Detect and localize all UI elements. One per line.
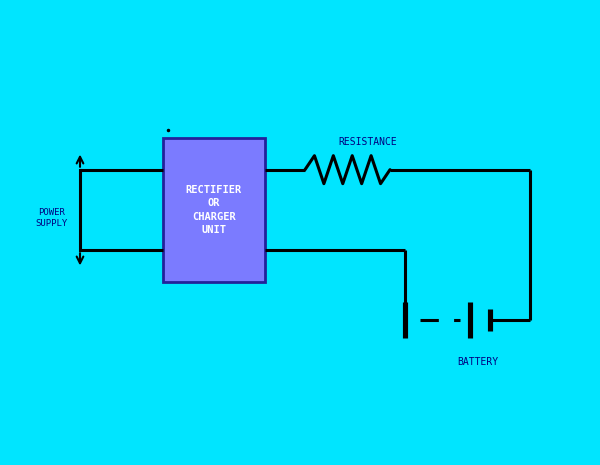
- FancyBboxPatch shape: [163, 138, 265, 282]
- Text: RESISTANCE: RESISTANCE: [338, 137, 397, 146]
- Text: RECTIFIER
OR
CHARGER
UNIT: RECTIFIER OR CHARGER UNIT: [186, 185, 242, 235]
- Text: POWER
SUPPLY: POWER SUPPLY: [36, 208, 68, 228]
- Text: BATTERY: BATTERY: [457, 357, 498, 367]
